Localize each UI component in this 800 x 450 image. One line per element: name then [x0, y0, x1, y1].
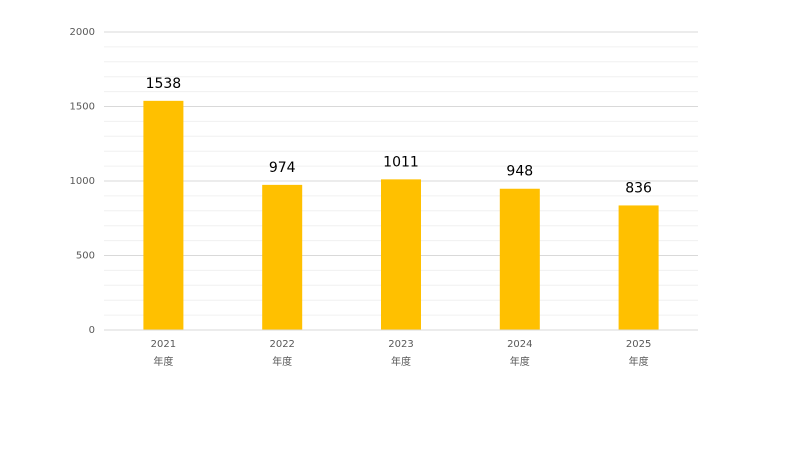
data-label: 1538 [146, 76, 182, 92]
x-tick-label: 2024 年度 [507, 339, 532, 368]
data-label: 836 [625, 180, 652, 196]
y-tick-label: 1000 [70, 176, 95, 187]
bar [618, 205, 659, 330]
x-tick-label: 2023 年度 [388, 339, 413, 368]
y-tick-label: 1500 [70, 102, 95, 113]
bar [499, 188, 540, 330]
x-tick-label: 2022 年度 [269, 339, 294, 368]
data-label: 1011 [383, 154, 419, 170]
y-tick-label: 500 [76, 251, 95, 262]
data-label: 948 [506, 164, 533, 180]
x-tick-label: 2025 年度 [626, 339, 651, 368]
x-tick-label: 2021 年度 [151, 339, 176, 368]
y-tick-label: 0 [89, 325, 95, 336]
y-tick-label: 2000 [70, 27, 95, 38]
data-label: 974 [269, 160, 296, 176]
bar [143, 100, 184, 330]
bar [262, 184, 303, 330]
bar [381, 179, 421, 330]
